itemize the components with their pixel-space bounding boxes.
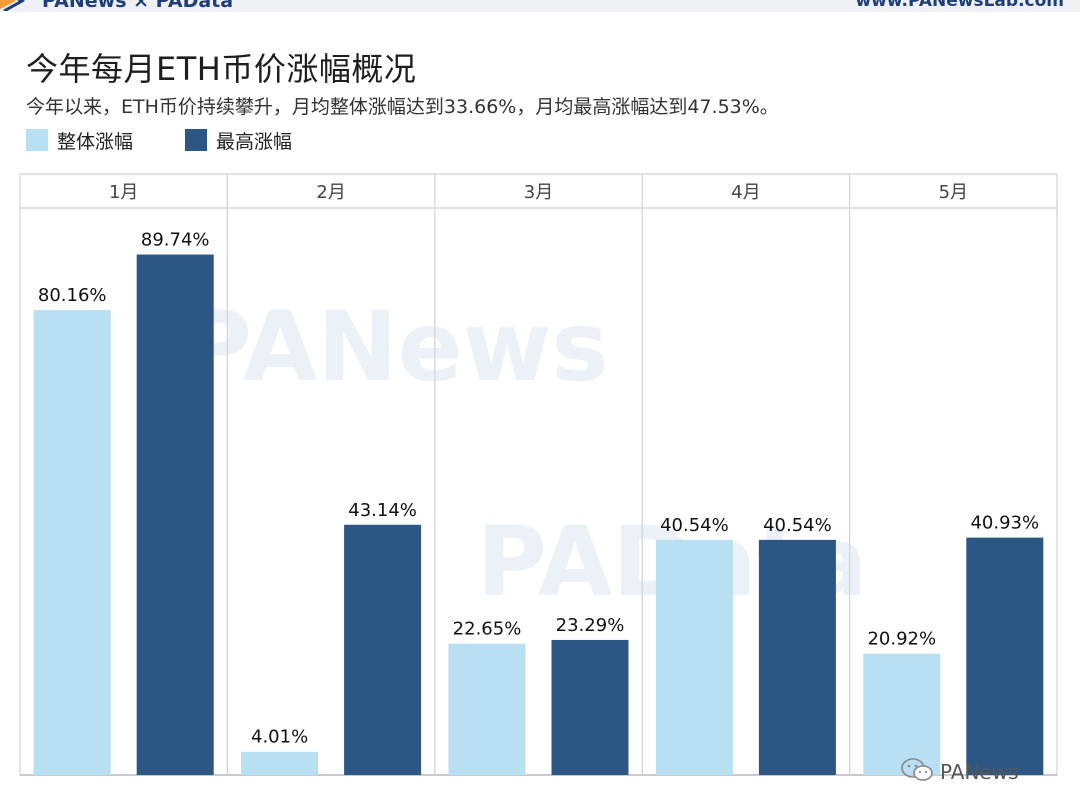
data-label: 22.65% xyxy=(453,619,522,640)
legend-item-max: 最高涨幅 xyxy=(185,127,292,154)
data-label: 80.16% xyxy=(38,285,107,306)
legend-swatch-max xyxy=(185,129,208,151)
bar-max xyxy=(758,539,836,775)
bar-max xyxy=(344,524,422,775)
legend-label-max: 最高涨幅 xyxy=(216,130,293,153)
legend-label-overall: 整体涨幅 xyxy=(57,130,134,153)
site-url[interactable]: www.PANewsLab.com xyxy=(855,0,1064,11)
legend-swatch-overall xyxy=(26,129,48,151)
wechat-icon xyxy=(901,758,933,781)
category-label: 5月 xyxy=(939,182,968,203)
data-label: 89.74% xyxy=(141,230,210,251)
data-label: 40.54% xyxy=(763,515,832,536)
category-label: 2月 xyxy=(316,182,345,203)
bar-overall xyxy=(655,539,733,775)
data-label: 43.14% xyxy=(348,500,417,521)
bar-overall xyxy=(863,653,941,775)
bar-max xyxy=(136,254,214,775)
corner-watermark: PANews xyxy=(940,760,1019,784)
bar-overall xyxy=(241,751,319,775)
page-title: 今年每月ETH币价涨幅概况 xyxy=(26,50,417,88)
data-label: 23.29% xyxy=(556,615,625,636)
data-label: 4.01% xyxy=(251,727,308,748)
legend-item-overall: 整体涨幅 xyxy=(26,127,133,154)
watermark-panews: PANews xyxy=(181,291,608,403)
bar-max xyxy=(966,537,1044,775)
bar-max xyxy=(551,639,629,775)
brand: PANews × PAData xyxy=(0,0,234,12)
brand-text: PANews × PAData xyxy=(42,0,234,12)
brand-logo-icon xyxy=(0,0,26,11)
page-subtitle: 今年以来，ETH币价持续攀升，月均整体涨幅达到33.66%，月均最高涨幅达到47… xyxy=(26,96,779,118)
bar-overall xyxy=(33,310,111,775)
data-label: 40.54% xyxy=(660,515,729,536)
category-label: 1月 xyxy=(109,182,138,203)
data-label: 40.93% xyxy=(970,513,1039,534)
category-label: 4月 xyxy=(731,182,760,203)
category-label: 3月 xyxy=(524,182,553,203)
data-label: 20.92% xyxy=(867,629,936,650)
legend: 整体涨幅 最高涨幅 xyxy=(26,127,344,153)
bar-overall xyxy=(448,643,526,775)
top-banner: PANews × PAData www.PANewsLab.com xyxy=(0,0,1080,12)
